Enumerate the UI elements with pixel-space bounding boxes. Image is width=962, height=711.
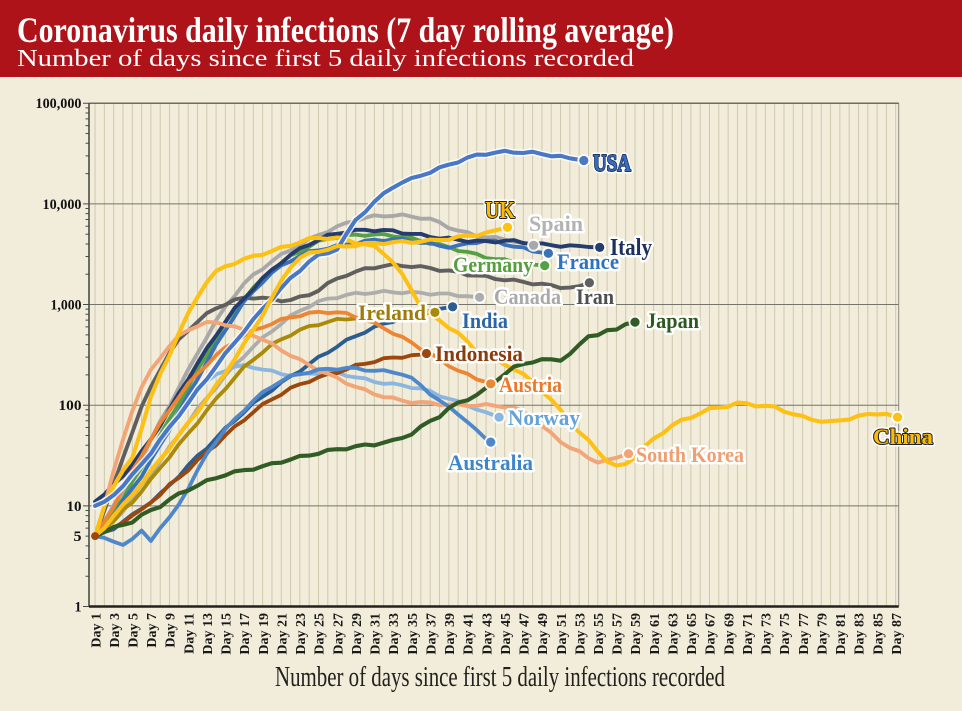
svg-text:China: China (873, 424, 933, 449)
svg-text:Ireland: Ireland (358, 300, 426, 325)
svg-text:Day 73: Day 73 (760, 613, 775, 655)
svg-text:Italy: Italy (610, 235, 652, 261)
svg-text:Day 27: Day 27 (331, 613, 346, 655)
svg-text:Day 21: Day 21 (276, 613, 291, 655)
svg-text:Norway: Norway (508, 405, 580, 430)
svg-text:Austria: Austria (499, 372, 562, 397)
svg-text:Day 69: Day 69 (722, 613, 737, 655)
svg-text:Number of days since first 5 d: Number of days since first 5 daily infec… (275, 662, 725, 693)
svg-text:Australia: Australia (448, 450, 533, 475)
svg-text:Day 19: Day 19 (257, 613, 272, 655)
svg-text:Indonesia: Indonesia (435, 341, 523, 366)
svg-text:Day 77: Day 77 (797, 613, 812, 655)
svg-text:Japan: Japan (646, 308, 699, 333)
svg-text:Day 13: Day 13 (201, 613, 216, 655)
svg-text:Day 67: Day 67 (704, 613, 719, 655)
svg-text:10,000: 10,000 (43, 197, 82, 213)
svg-text:Day 7: Day 7 (145, 613, 160, 648)
svg-text:10: 10 (67, 499, 82, 515)
svg-text:Iran: Iran (576, 284, 614, 309)
svg-text:Day 11: Day 11 (182, 613, 197, 654)
svg-text:Norway: Norway (508, 405, 580, 430)
svg-text:5: 5 (74, 529, 82, 545)
svg-text:Day 3: Day 3 (108, 613, 123, 648)
svg-text:South Korea: South Korea (636, 442, 744, 467)
svg-text:Day 45: Day 45 (499, 613, 514, 655)
svg-text:Day 1: Day 1 (89, 613, 104, 648)
svg-text:Day 63: Day 63 (667, 613, 682, 655)
svg-text:UK: UK (485, 198, 515, 224)
svg-text:Day 83: Day 83 (853, 613, 868, 655)
svg-text:Day 81: Day 81 (834, 613, 849, 655)
svg-text:USA: USA (593, 151, 632, 177)
svg-text:Coronavirus daily infections (: Coronavirus daily infections (7 day roll… (17, 10, 674, 50)
svg-text:Day 29: Day 29 (350, 613, 365, 655)
svg-text:Day 31: Day 31 (369, 613, 384, 655)
svg-text:1,000: 1,000 (51, 298, 82, 314)
svg-text:Day 23: Day 23 (294, 613, 309, 655)
svg-text:USA: USA (593, 151, 632, 177)
svg-text:UK: UK (485, 198, 515, 224)
svg-text:France: France (557, 249, 619, 274)
svg-text:Iran: Iran (576, 284, 614, 309)
svg-text:Day 15: Day 15 (220, 613, 235, 655)
svg-text:Day 59: Day 59 (629, 613, 644, 655)
svg-text:Indonesia: Indonesia (435, 341, 523, 366)
svg-text:Day 51: Day 51 (555, 613, 570, 655)
svg-text:Day 47: Day 47 (518, 613, 533, 655)
svg-text:Day 43: Day 43 (480, 613, 495, 655)
svg-text:Number of days since first 5 d: Number of days since first 5 daily infec… (17, 46, 634, 72)
svg-text:Day 35: Day 35 (406, 613, 421, 655)
svg-text:Ireland: Ireland (358, 300, 426, 325)
svg-text:India: India (462, 308, 508, 333)
svg-text:Australia: Australia (448, 450, 533, 475)
svg-text:100: 100 (59, 398, 82, 414)
svg-text:Day 33: Day 33 (387, 613, 402, 655)
svg-text:Spain: Spain (529, 211, 583, 236)
svg-text:Day 39: Day 39 (443, 613, 458, 655)
svg-text:Day 75: Day 75 (778, 613, 793, 655)
svg-text:Day 87: Day 87 (890, 613, 905, 655)
svg-text:1: 1 (75, 600, 82, 616)
svg-text:Day 9: Day 9 (164, 613, 179, 648)
svg-text:India: India (462, 308, 508, 333)
svg-text:Day 5: Day 5 (127, 613, 142, 648)
svg-text:Day 65: Day 65 (685, 613, 700, 655)
svg-text:100,000: 100,000 (36, 96, 82, 112)
svg-text:Canada: Canada (494, 284, 561, 309)
svg-text:Canada: Canada (494, 284, 561, 309)
svg-text:Day 17: Day 17 (238, 613, 253, 655)
svg-text:Day 53: Day 53 (573, 613, 588, 655)
svg-text:Japan: Japan (646, 308, 699, 333)
svg-text:Day 85: Day 85 (871, 613, 886, 655)
svg-text:Spain: Spain (529, 211, 583, 236)
svg-text:France: France (557, 249, 619, 274)
svg-text:Day 37: Day 37 (424, 613, 439, 655)
svg-text:Day 41: Day 41 (462, 613, 477, 655)
svg-text:Day 71: Day 71 (741, 613, 756, 655)
svg-text:Day 79: Day 79 (815, 613, 830, 655)
svg-text:Day 49: Day 49 (536, 613, 551, 655)
svg-text:Day 25: Day 25 (313, 613, 328, 655)
svg-text:Day 57: Day 57 (611, 613, 626, 655)
svg-text:China: China (873, 424, 933, 449)
svg-text:Austria: Austria (499, 372, 562, 397)
svg-text:Germany: Germany (453, 252, 533, 277)
svg-text:Italy: Italy (610, 235, 652, 261)
svg-text:South Korea: South Korea (636, 442, 744, 467)
svg-text:Day 61: Day 61 (648, 613, 663, 655)
svg-text:Day 55: Day 55 (592, 613, 607, 655)
svg-text:Germany: Germany (453, 252, 533, 277)
